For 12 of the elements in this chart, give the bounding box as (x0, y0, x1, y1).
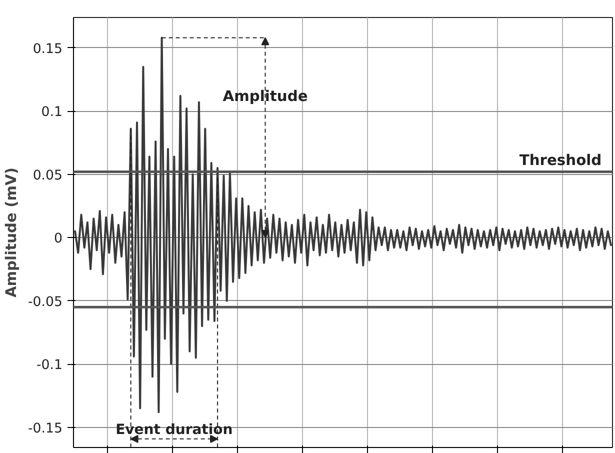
y-tick-label: 0.1 (41, 105, 63, 120)
y-tick-label: -0.05 (28, 294, 63, 310)
y-axis-title: Amplitude (mV) (3, 167, 20, 298)
y-tick-label: -0.15 (28, 421, 63, 436)
annotation: Amplitude (222, 88, 308, 105)
ref-line-label: Threshold (519, 152, 602, 169)
y-tick-label: 0.05 (32, 168, 63, 184)
y-tick-label: 0.15 (32, 42, 63, 57)
y-tick-label: -0.1 (36, 358, 63, 374)
y-tick-label: 0 (54, 232, 63, 247)
annotation: Event duration (116, 422, 233, 438)
line-series (74, 36, 612, 414)
